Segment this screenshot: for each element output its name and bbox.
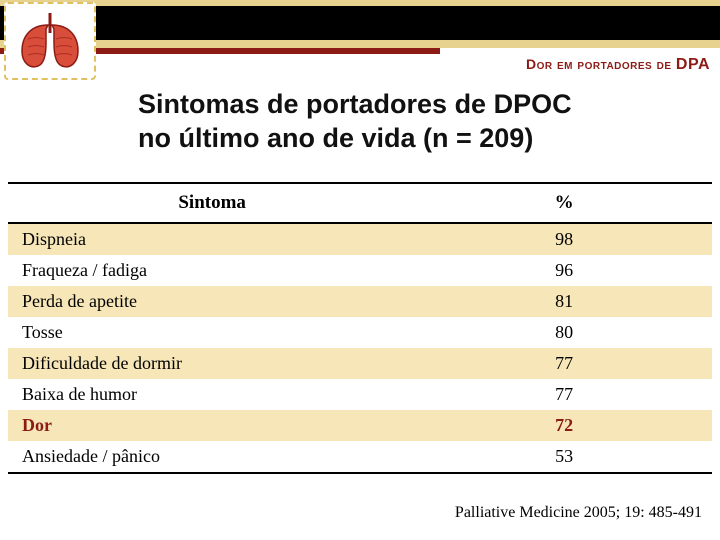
cell-symptom: Perda de apetite [8, 286, 416, 317]
table-row: Dor72 [8, 410, 712, 441]
title-line1: Sintomas de portadores de DPOC [138, 89, 572, 119]
title-line2: no último ano de vida (n = 209) [138, 123, 533, 153]
cell-symptom: Dor [8, 410, 416, 441]
cell-symptom: Fraqueza / fadiga [8, 255, 416, 286]
cell-symptom: Tosse [8, 317, 416, 348]
table-row: Dispneia98 [8, 223, 712, 255]
cell-percent: 96 [416, 255, 712, 286]
header-label: Dor em portadores de DPA [526, 56, 710, 74]
cell-percent: 77 [416, 379, 712, 410]
header-black-band [0, 6, 720, 40]
table-row: Dificuldade de dormir77 [8, 348, 712, 379]
table-row: Fraqueza / fadiga96 [8, 255, 712, 286]
cell-symptom: Ansiedade / pânico [8, 441, 416, 473]
table-header-row: Sintoma % [8, 183, 712, 223]
table-row: Baixa de humor77 [8, 379, 712, 410]
slide-title: Sintomas de portadores de DPOC no último… [138, 88, 698, 156]
citation: Palliative Medicine 2005; 19: 485-491 [455, 504, 702, 522]
symptom-table: Sintoma % Dispneia98Fraqueza / fadiga96P… [8, 182, 712, 474]
cell-percent: 80 [416, 317, 712, 348]
cell-symptom: Dispneia [8, 223, 416, 255]
col-header-percent: % [416, 183, 712, 223]
cell-symptom: Dificuldade de dormir [8, 348, 416, 379]
header-gold-band [0, 0, 720, 48]
cell-percent: 77 [416, 348, 712, 379]
col-header-symptom: Sintoma [8, 183, 416, 223]
cell-percent: 98 [416, 223, 712, 255]
header-small-caps: Dor em portadores de [526, 56, 672, 72]
table-row: Tosse80 [8, 317, 712, 348]
table-row: Ansiedade / pânico53 [8, 441, 712, 473]
cell-percent: 72 [416, 410, 712, 441]
cell-percent: 53 [416, 441, 712, 473]
cell-symptom: Baixa de humor [8, 379, 416, 410]
lung-icon [4, 2, 96, 80]
cell-percent: 81 [416, 286, 712, 317]
header-emph: DPA [676, 56, 710, 73]
table-row: Perda de apetite81 [8, 286, 712, 317]
